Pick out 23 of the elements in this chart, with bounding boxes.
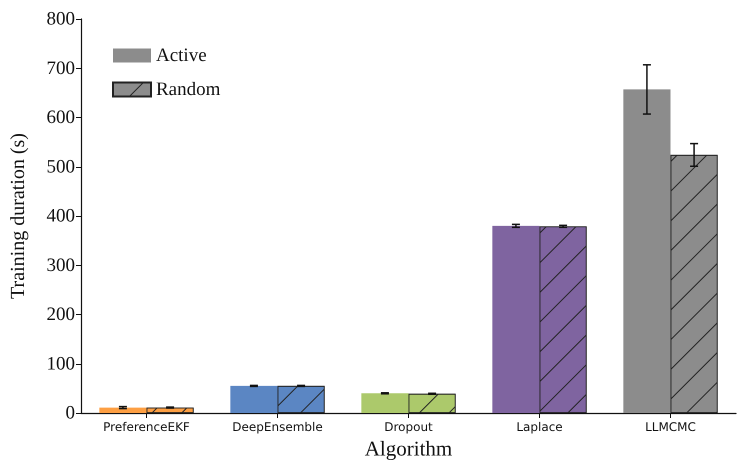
x-tick-label: DeepEnsemble [232,420,323,434]
y-tick-label: 400 [46,206,75,226]
legend-label: Random [156,79,221,100]
bar [623,89,670,413]
y-tick-label: 700 [46,58,75,79]
y-tick-label: 0 [66,402,75,424]
legend-label: Active [156,45,207,66]
bar [99,408,146,413]
bar [361,393,408,413]
y-tick-label: 600 [46,107,75,128]
x-axis-title: Algorithm [364,436,452,460]
bar [230,386,278,413]
y-axis-title: Training duration (s) [7,133,29,299]
y-tick-label: 300 [46,254,75,276]
y-tick-label: 100 [46,353,75,374]
y-tick-label: 200 [46,304,75,325]
y-tick-label: 500 [46,156,75,178]
y-tick-label: 800 [46,8,75,30]
x-tick-label: LLMCMC [645,420,696,434]
x-tick-label: PreferenceEKF [103,420,190,434]
x-tick-label: Dropout [384,420,434,434]
x-tick-label: Laplace [516,420,563,434]
bar [492,226,540,413]
